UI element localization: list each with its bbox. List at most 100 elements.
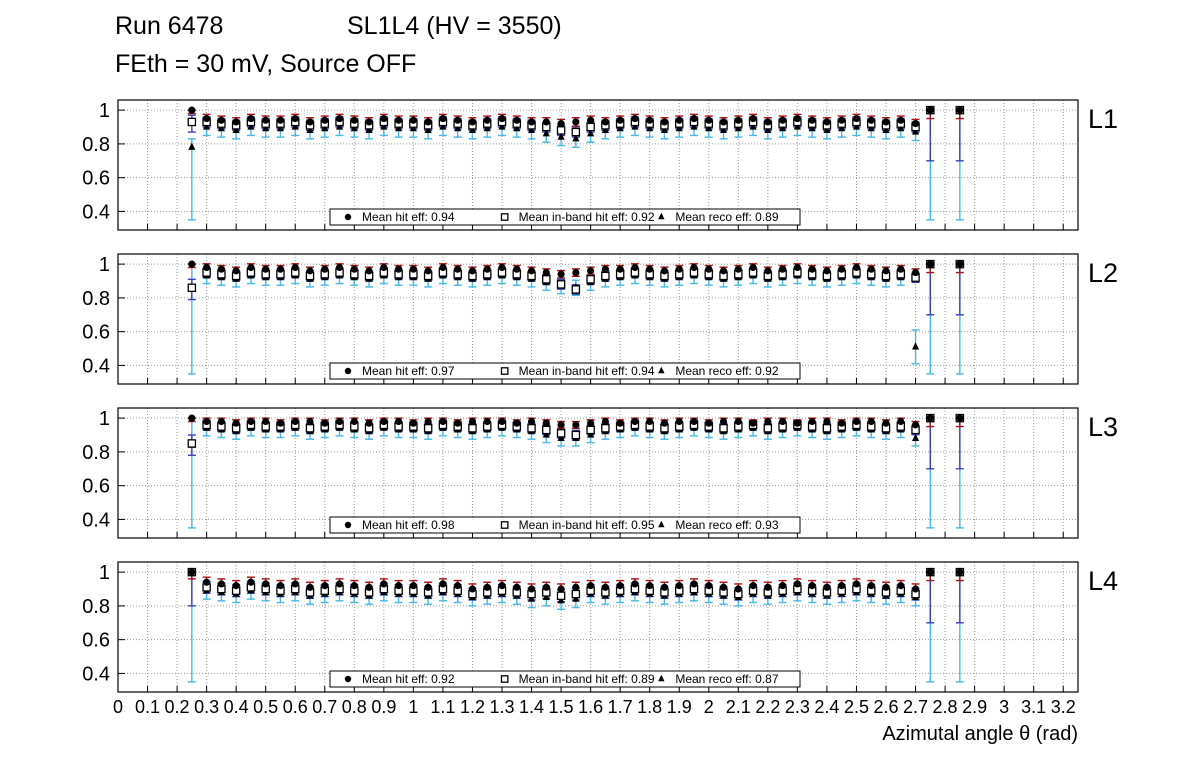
hit-marker-circle xyxy=(247,263,255,272)
inband-marker-open-square xyxy=(556,591,566,601)
hit-marker-circle xyxy=(513,116,521,124)
y-tick-label: 0.6 xyxy=(82,630,110,652)
x-axis-title: Azimutal angle θ (rad) xyxy=(882,723,1078,745)
legend-label: Mean reco eff: 0.93 xyxy=(675,518,779,532)
hit-marker-circle xyxy=(527,118,536,126)
legend-label: Mean in-band hit eff: 0.89 xyxy=(519,672,655,686)
hit-marker-circle xyxy=(217,116,225,124)
inband-marker-open-square xyxy=(500,521,509,529)
hit-marker-circle xyxy=(350,582,358,590)
hit-marker-circle xyxy=(262,417,270,426)
legend-label: Mean reco eff: 0.87 xyxy=(675,672,779,686)
hit-marker-circle xyxy=(601,583,609,591)
hit-marker-circle xyxy=(188,568,196,576)
panel-L3: 1 0.8 0.6 0.4 Mean hit eff: 0.98 Mean in-band… xyxy=(82,407,1079,539)
inband-marker-open-square xyxy=(571,127,581,137)
hit-marker-circle xyxy=(808,265,816,273)
hit-marker-circle xyxy=(926,106,934,114)
hit-marker-circle xyxy=(705,116,713,124)
y-tick-label: 1 xyxy=(99,254,110,276)
inband-marker-open-square xyxy=(571,430,581,440)
hit-marker-circle xyxy=(646,116,654,124)
hit-marker-circle xyxy=(705,265,713,273)
layer-label: L4 xyxy=(1088,566,1118,596)
hit-marker-circle xyxy=(631,114,639,123)
hit-marker-circle xyxy=(616,265,624,273)
hit-marker-circle xyxy=(572,118,580,126)
x-tick-label: 2.1 xyxy=(726,697,751,717)
hit-marker-circle xyxy=(867,417,875,426)
hit-marker-circle xyxy=(631,417,639,426)
inband-marker-open-square xyxy=(556,126,566,135)
hit-marker-circle xyxy=(764,417,772,426)
hit-marker-circle xyxy=(468,267,477,275)
hit-marker-circle xyxy=(779,116,787,124)
hit-marker-circle xyxy=(542,118,550,126)
hit-marker-circle xyxy=(247,417,255,426)
hit-marker-circle xyxy=(321,582,329,590)
inband-marker-open-square xyxy=(542,275,551,284)
hit-marker-circle xyxy=(527,267,536,275)
hit-marker-circle xyxy=(882,583,890,591)
hit-marker-circle xyxy=(188,106,196,114)
hit-marker-circle xyxy=(764,583,772,591)
hit-marker-circle xyxy=(601,265,609,273)
x-tick-label: 2 xyxy=(704,697,714,717)
hit-marker-circle xyxy=(395,116,403,124)
hit-marker-circle xyxy=(705,582,713,590)
legend-box xyxy=(329,670,801,688)
x-tick-label: 2.4 xyxy=(814,697,839,717)
hit-marker-circle xyxy=(719,118,728,126)
reco-marker-triangle xyxy=(587,129,595,137)
x-tick-label: 0.8 xyxy=(342,697,367,717)
inband-marker-open-square xyxy=(187,117,197,127)
x-tick-label: 1.1 xyxy=(430,697,455,717)
hit-marker-circle xyxy=(897,265,905,273)
x-tick-label: 0 xyxy=(113,697,123,717)
x-tick-label: 3.1 xyxy=(1021,697,1046,717)
legend-label: Mean reco eff: 0.92 xyxy=(675,364,779,378)
x-tick-label: 0.9 xyxy=(371,697,396,717)
legend-label: Mean hit eff: 0.94 xyxy=(362,210,455,224)
hit-marker-circle xyxy=(793,114,801,123)
reco-marker-triangle xyxy=(572,134,580,142)
inband-marker-open-square xyxy=(601,271,610,281)
hit-marker-circle xyxy=(439,417,447,426)
hit-marker-circle xyxy=(335,580,344,588)
hit-marker-circle xyxy=(203,578,211,586)
hit-marker-circle xyxy=(380,263,388,272)
hit-marker-circle xyxy=(911,421,920,429)
hit-marker-circle xyxy=(527,585,536,593)
legend-label: Mean in-band hit eff: 0.95 xyxy=(519,518,655,532)
hit-marker-circle xyxy=(646,582,654,590)
hit-marker-circle xyxy=(306,118,314,126)
hit-marker-circle xyxy=(513,265,521,273)
hit-marker-circle xyxy=(734,585,742,593)
hit-marker-circle xyxy=(395,582,403,590)
panel-L4: 1 0.8 0.6 0.4 Mean hit eff: 0.92 Mean in-band… xyxy=(82,561,1079,693)
legend-label: Mean reco eff: 0.89 xyxy=(675,210,779,224)
x-tick-label: 2.7 xyxy=(903,697,928,717)
hit-marker-circle xyxy=(823,583,831,591)
hit-marker-circle xyxy=(291,114,299,123)
legend-box xyxy=(329,208,801,226)
hit-marker-circle xyxy=(690,417,698,426)
hit-marker-circle xyxy=(911,268,920,277)
hit-marker-circle xyxy=(838,582,846,590)
layer-label: L3 xyxy=(1088,412,1118,442)
legend-label: Mean in-band hit eff: 0.94 xyxy=(519,364,655,378)
legend-label: Mean hit eff: 0.92 xyxy=(362,672,455,686)
hit-marker-circle xyxy=(321,419,329,427)
inband-marker-open-square xyxy=(187,283,197,293)
legend-label: Mean hit eff: 0.98 xyxy=(362,518,455,532)
hit-marker-circle xyxy=(483,583,491,591)
hit-marker-circle xyxy=(764,267,772,275)
hit-marker-circle xyxy=(734,116,742,124)
hit-marker-circle xyxy=(956,568,964,576)
hit-marker-circle xyxy=(527,417,536,426)
hit-marker-circle xyxy=(365,118,373,126)
plot-frame xyxy=(117,561,1079,693)
hit-marker-circle xyxy=(749,419,757,427)
layer-label: L2 xyxy=(1088,258,1118,288)
